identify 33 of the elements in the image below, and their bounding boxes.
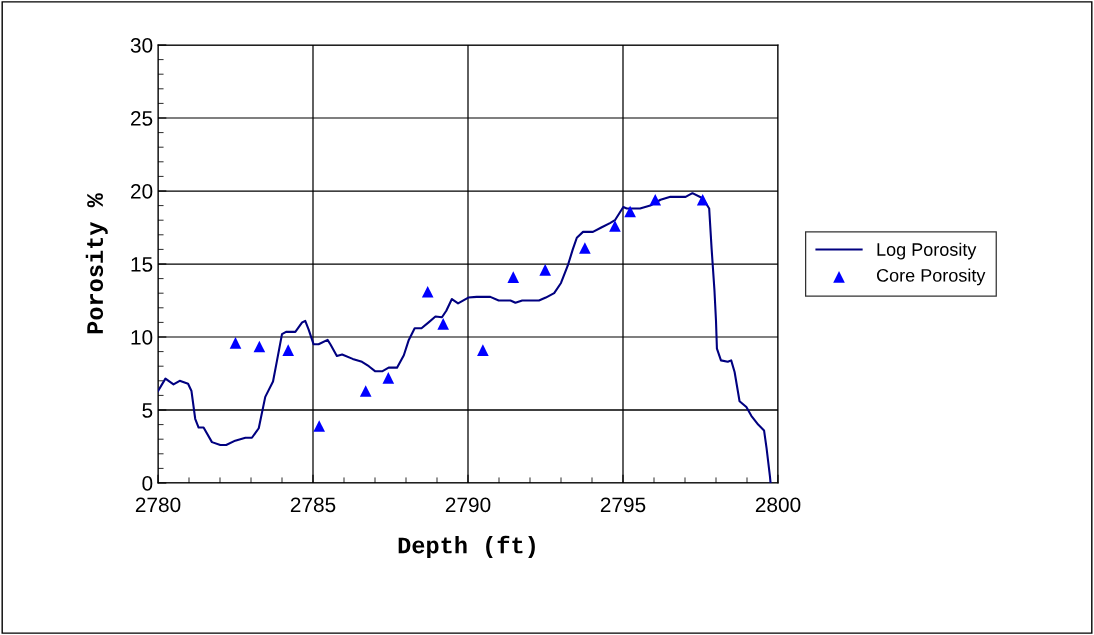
point: [507, 271, 520, 283]
point: [609, 220, 621, 232]
point: [649, 193, 662, 206]
point: [579, 242, 591, 254]
point: [359, 385, 372, 397]
x-tick-label: 2790: [445, 497, 491, 513]
point: [696, 193, 709, 206]
point: [313, 420, 326, 432]
y-tick-label: 30: [130, 38, 153, 53]
x-tick-label: 2785: [290, 497, 336, 513]
point: [282, 344, 295, 356]
legend-label: Core Porosity: [876, 268, 986, 286]
legend-label: Log Porosity: [877, 242, 977, 260]
point: [382, 372, 395, 384]
point: [477, 344, 489, 356]
point: [624, 205, 636, 218]
y-tick-label: 15: [131, 257, 153, 272]
x-axis-title: Depth (ft): [398, 535, 535, 559]
point: [229, 337, 242, 349]
y-axis-title: Porosity %: [85, 193, 108, 334]
point: [539, 264, 551, 276]
line-series: [158, 192, 772, 483]
x-tick-label: 2780: [135, 497, 181, 513]
point: [437, 318, 450, 330]
y-tick-label: 10: [131, 330, 153, 345]
x-tick-label: 2795: [600, 497, 646, 513]
y-tick-label: 5: [142, 403, 153, 418]
y-tick-label: 0: [142, 476, 153, 491]
x-tick-label: 2800: [755, 497, 801, 513]
y-tick-label: 20: [131, 184, 153, 199]
point: [421, 285, 434, 298]
y-tick-label: 25: [131, 111, 153, 126]
point: [253, 340, 266, 353]
